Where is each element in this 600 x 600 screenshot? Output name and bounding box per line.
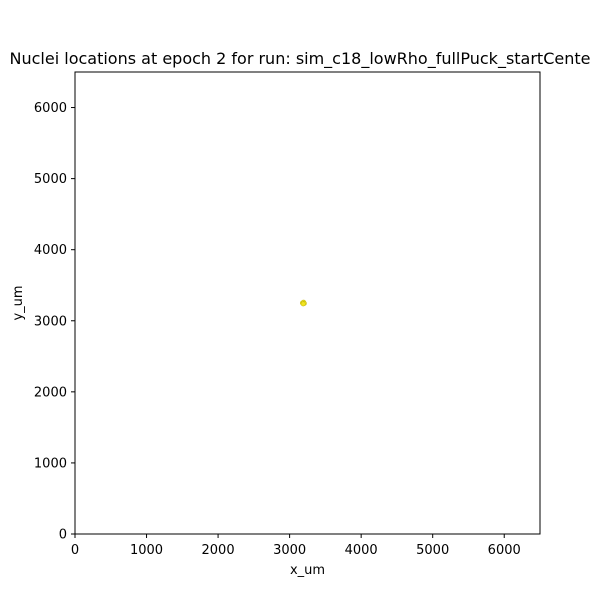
y-tick-label: 0 [59,528,67,543]
y-tick-label: 2000 [34,385,67,400]
y-tick-label: 6000 [34,101,67,116]
y-tick-label: 5000 [34,172,67,187]
x-tick-label: 0 [71,543,79,558]
x-tick-label: 3000 [273,543,306,558]
data-points [299,299,307,307]
x-axis-label: x_um [290,563,325,578]
data-point [300,301,306,307]
plot-area [74,71,541,535]
y-tick-label: 1000 [34,456,67,471]
x-tick-label: 2000 [202,543,235,558]
x-tick-label: 1000 [130,543,163,558]
y-axis-label: y_um [11,285,26,320]
chart-title: Nuclei locations at epoch 2 for run: sim… [10,49,591,69]
y-tick-label: 4000 [34,243,67,258]
x-tick-label: 4000 [345,543,378,558]
x-tick-label: 5000 [416,543,449,558]
y-axis: 0 1000 2000 3000 4000 5000 6000 [34,101,75,543]
x-axis: 0 1000 2000 3000 4000 5000 6000 [71,534,521,558]
x-tick-label: 6000 [488,543,521,558]
y-tick-label: 3000 [34,314,67,329]
